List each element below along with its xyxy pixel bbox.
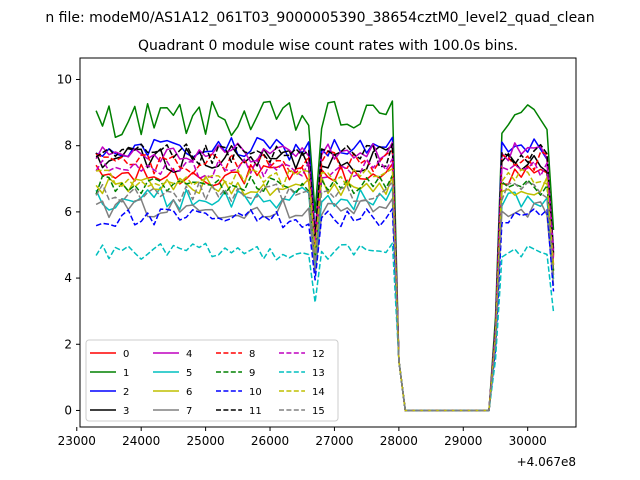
legend-label-0: 0 (123, 349, 129, 360)
series-layer (95, 100, 555, 412)
legend-label-4: 4 (186, 349, 192, 360)
series-line-14 (96, 168, 555, 412)
x-tick-label: 25000 (187, 434, 225, 448)
chart-title: Quadrant 0 module wise count rates with … (138, 38, 518, 54)
legend-box (85, 339, 339, 422)
y-tick-label: 8 (64, 139, 72, 153)
x-tick-label: 23000 (58, 434, 96, 448)
legend-label-13: 13 (312, 368, 325, 379)
x-tick-label: 28000 (380, 434, 418, 448)
legend-label-7: 7 (186, 406, 192, 417)
legend-label-3: 3 (123, 406, 129, 417)
legend-label-8: 8 (249, 349, 255, 360)
x-tick-label: 29000 (444, 434, 482, 448)
figure-suptitle: n file: modeM0/AS1A12_061T03_9000005390_… (45, 10, 594, 26)
x-tick-label: 27000 (315, 434, 353, 448)
legend-label-14: 14 (312, 387, 325, 398)
x-tick-label: 30000 (509, 434, 547, 448)
plot-area-frame (79, 57, 577, 428)
x-axis-offset-label: +4.067e8 (517, 455, 576, 469)
y-tick-label: 0 (64, 403, 72, 417)
legend-label-11: 11 (249, 406, 262, 417)
y-tick-label: 10 (57, 73, 72, 87)
legend-label-6: 6 (186, 387, 192, 398)
x-tick-label: 24000 (122, 434, 160, 448)
legend-label-12: 12 (312, 349, 325, 360)
y-tick-label: 2 (64, 337, 72, 351)
y-axis: 0 2 4 6 8 10 (57, 73, 80, 417)
legend-label-1: 1 (123, 368, 129, 379)
y-tick-label: 4 (64, 271, 72, 285)
y-tick-label: 6 (64, 205, 72, 219)
x-tick-label: 26000 (251, 434, 289, 448)
legend-label-15: 15 (312, 406, 325, 417)
legend-label-5: 5 (186, 368, 192, 379)
legend-label-10: 10 (249, 387, 262, 398)
legend-label-9: 9 (249, 368, 255, 379)
legend-label-2: 2 (123, 387, 129, 398)
x-axis: 23000 24000 25000 26000 27000 28000 29000 30000 (58, 427, 547, 448)
